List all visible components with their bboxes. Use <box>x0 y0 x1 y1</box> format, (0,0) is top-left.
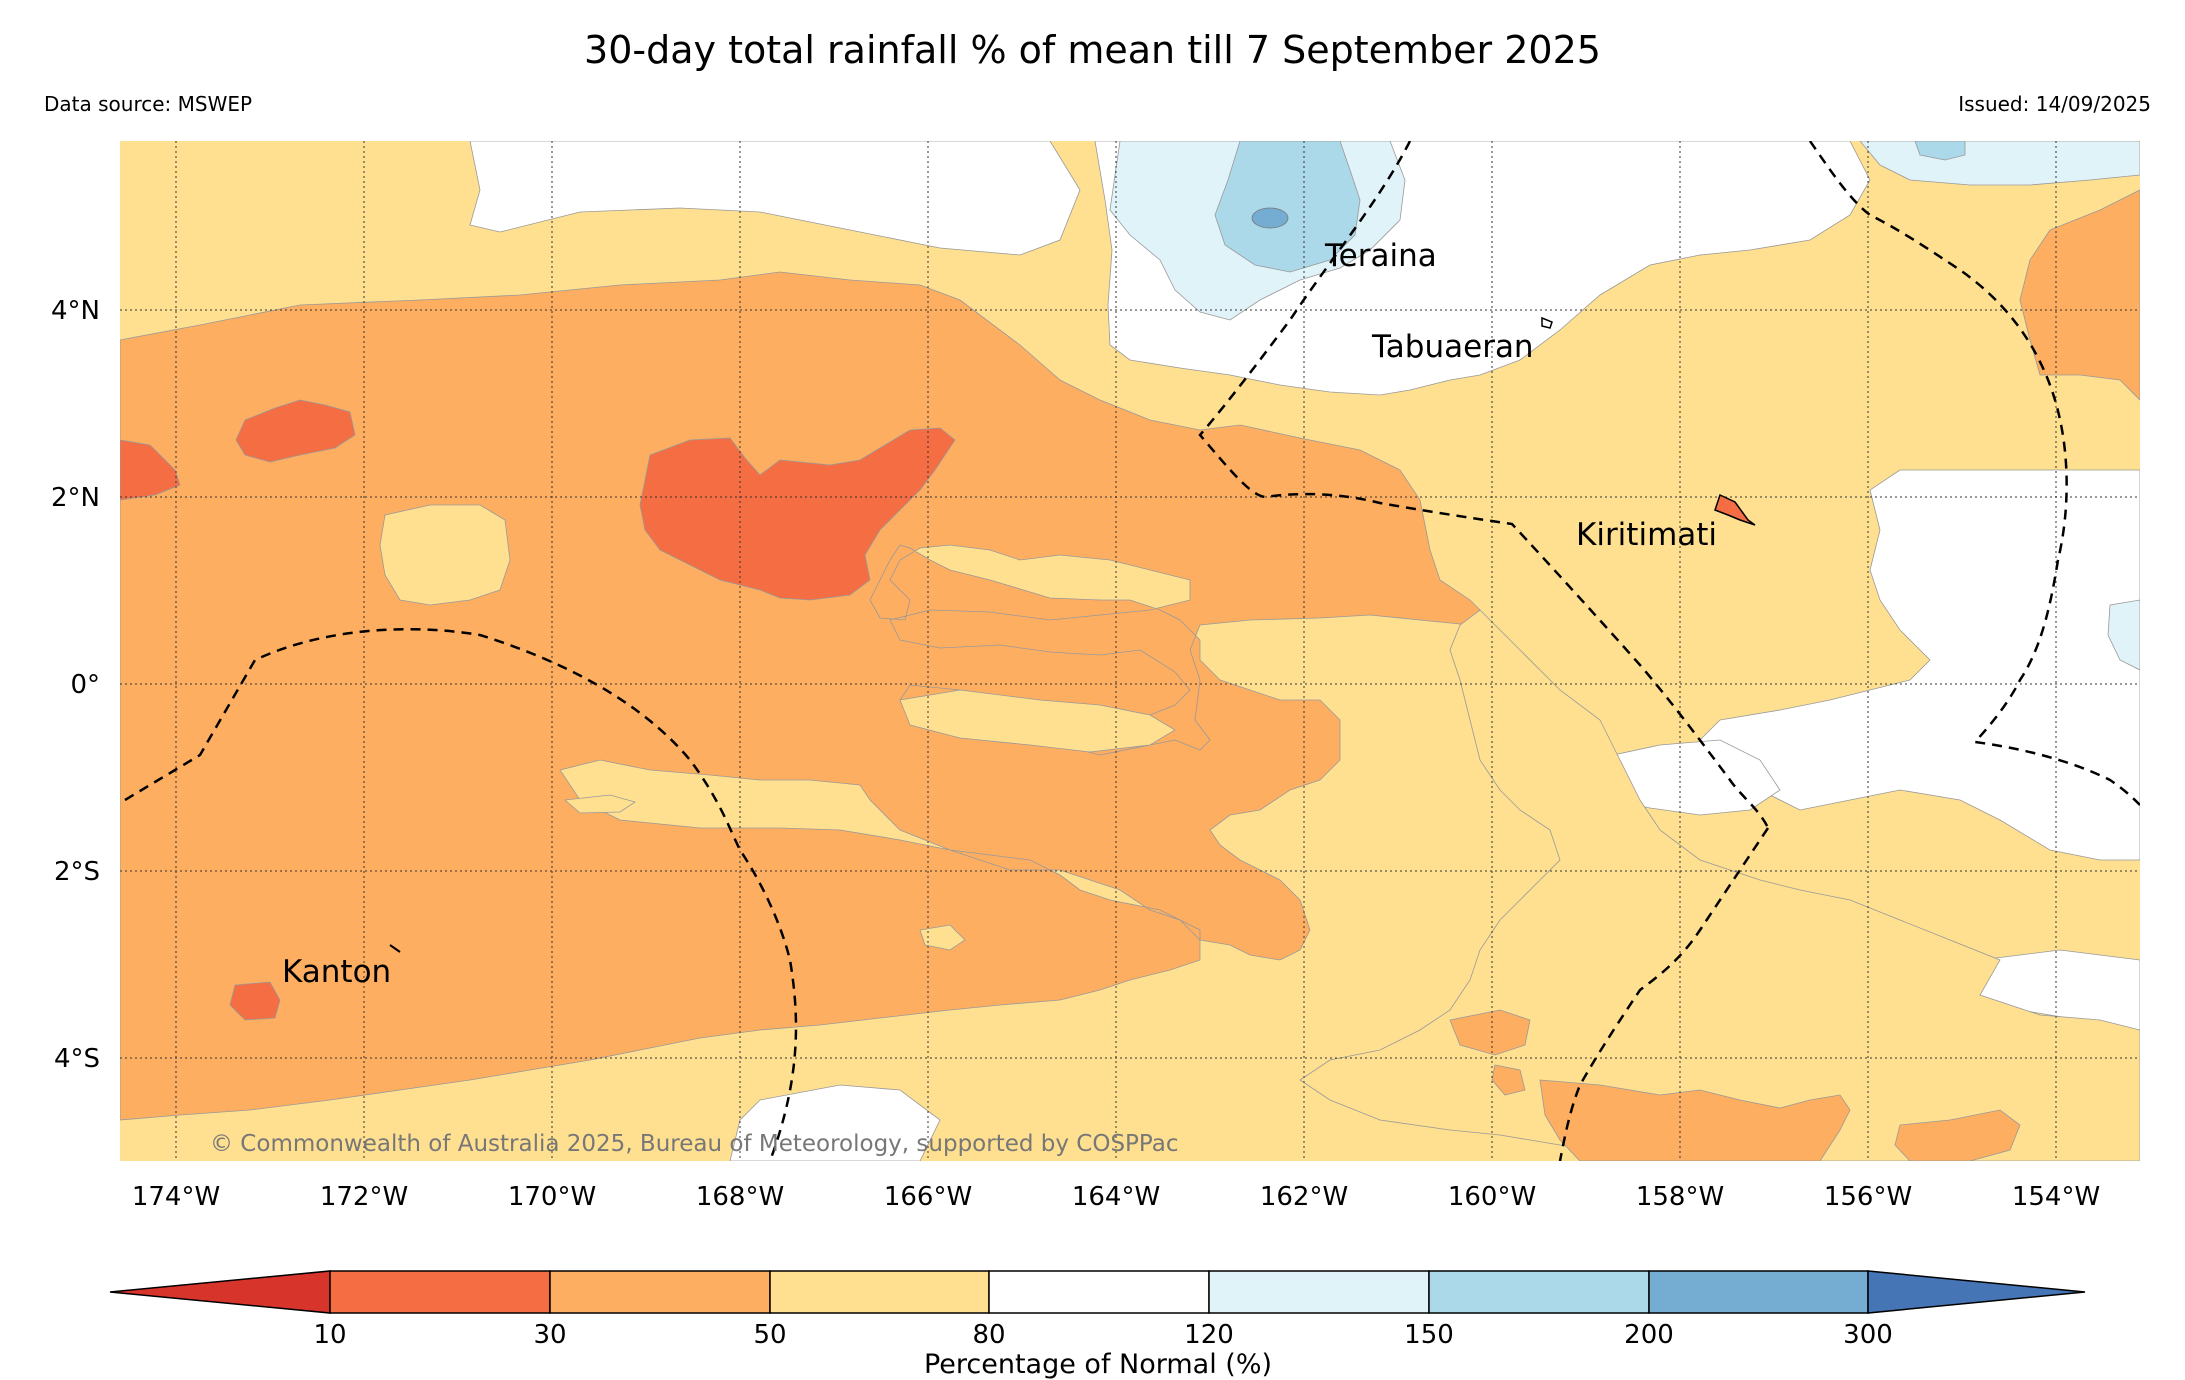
eez-boundary-phoenix <box>124 628 798 1161</box>
colorbar <box>109 1270 2086 1314</box>
zone-10-30-kanton <box>229 981 281 1021</box>
zone-120-150-east <box>2107 599 2140 671</box>
eez-boundary-east <box>1808 141 2140 806</box>
graticule <box>120 141 2140 1161</box>
data-source-label: Data source: MSWEP <box>44 92 253 116</box>
place-label-kiritimati: Kiritimati <box>1576 517 1717 553</box>
zone-50-80-pocket-center <box>899 689 1176 753</box>
colorbar-swatch-200-300 <box>1648 1270 1869 1314</box>
lon-label: 170°W <box>508 1182 596 1212</box>
colorbar-swatch-80-120 <box>988 1270 1210 1314</box>
zone-30-50-se-patch <box>1894 1109 2021 1161</box>
colorbar-swatch-120-150 <box>1208 1270 1430 1314</box>
colorbar-tick: 300 <box>1843 1320 1893 1350</box>
zone-50-80-pocket-mid <box>919 924 966 951</box>
colorbar-swatch-50-80 <box>769 1270 990 1314</box>
issued-date-label: Issued: 14/09/2025 <box>1958 92 2151 116</box>
colorbar-tick: 30 <box>533 1320 566 1350</box>
place-label-teraina: Teraina <box>1324 238 1437 274</box>
lon-label: 174°W <box>132 1182 220 1212</box>
map-plot-area <box>120 141 2140 1161</box>
lat-label: 4°S <box>54 1044 100 1074</box>
colorbar-tick: 120 <box>1184 1320 1234 1350</box>
colorbar-extend-high <box>1867 1270 2086 1314</box>
copyright-notice: © Commonwealth of Australia 2025, Bureau… <box>210 1131 1179 1157</box>
zone-30-50-main <box>120 271 1481 1121</box>
lon-label: 162°W <box>1260 1182 1348 1212</box>
zone-10-30-north-west <box>235 399 356 463</box>
colorbar-tick-labels: 10 30 50 80 120 150 200 300 <box>313 1320 1892 1350</box>
colorbar-tick: 200 <box>1624 1320 1674 1350</box>
lat-label: 2°S <box>54 857 100 887</box>
eez-boundaries <box>124 141 2140 1161</box>
colorbar-tick: 50 <box>753 1320 786 1350</box>
colorbar-tick: 80 <box>972 1320 1005 1350</box>
place-label-kanton: Kanton <box>282 954 391 990</box>
zone-10-30-center <box>639 427 956 601</box>
colorbar-swatch-10-30 <box>329 1270 551 1314</box>
lon-label: 166°W <box>884 1182 972 1212</box>
kanton-island-outline <box>389 944 401 953</box>
colorbar-extend-low <box>109 1270 331 1314</box>
eez-boundary-line-north <box>1198 141 1770 829</box>
lon-label: 154°W <box>2012 1182 2100 1212</box>
colorbar-tick: 150 <box>1404 1320 1454 1350</box>
colorbar-title: Percentage of Normal (%) <box>924 1349 1272 1380</box>
kiritimati-island-outline <box>1714 493 1756 526</box>
zone-150-200-north <box>1214 141 1361 273</box>
colorbar-swatch-150-200 <box>1428 1270 1650 1314</box>
longitude-axis-labels: 174°W 172°W 170°W 168°W 166°W 164°W 162°… <box>132 1182 2100 1212</box>
lat-label: 4°N <box>51 296 100 326</box>
colorbar-swatch-30-50 <box>549 1270 771 1314</box>
zone-30-50-east-corner <box>2019 189 2140 401</box>
place-label-tabuaeran: Tabuaeran <box>1371 329 1534 365</box>
lon-label: 160°W <box>1448 1182 1536 1212</box>
zone-80-120-south <box>729 1084 941 1161</box>
eez-boundary-line-south <box>1558 827 1770 1161</box>
zone-150-200-ne <box>1914 141 1966 161</box>
zone-30-50-south-island <box>1449 1009 1531 1056</box>
colorbar-tick: 10 <box>313 1320 346 1350</box>
lat-label: 2°N <box>51 483 100 513</box>
zone-50-80-pocket-west <box>379 504 511 606</box>
lat-label: 0° <box>70 670 100 700</box>
zone-10-30-west-edge <box>120 439 181 501</box>
lon-label: 168°W <box>696 1182 784 1212</box>
lon-label: 158°W <box>1636 1182 1724 1212</box>
lon-label: 164°W <box>1072 1182 1160 1212</box>
zone-30-50-south-east <box>1539 1079 1851 1161</box>
tabuaeran-island-outline <box>1541 316 1553 329</box>
latitude-axis-labels: 4°N 2°N 0° 2°S 4°S <box>51 296 100 1074</box>
lon-label: 172°W <box>320 1182 408 1212</box>
map-title: 30-day total rainfall % of mean till 7 S… <box>584 28 1601 72</box>
zone-200-300-north <box>1251 207 1289 229</box>
lon-label: 156°W <box>1824 1182 1912 1212</box>
zone-50-80-pocket-small <box>564 794 636 814</box>
